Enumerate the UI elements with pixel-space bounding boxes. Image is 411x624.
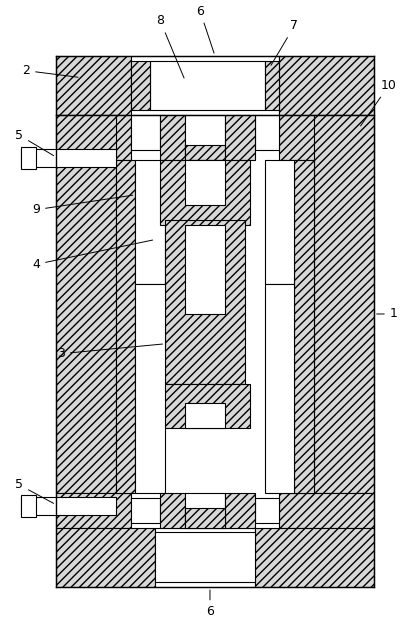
Bar (165, 220, 245, 384)
Bar (225, 115, 255, 160)
Bar (265, 284, 294, 493)
Bar (185, 403, 225, 428)
Bar (56, 115, 131, 160)
Bar (160, 493, 185, 527)
Bar (115, 160, 136, 493)
Bar (185, 145, 225, 160)
Bar (155, 527, 255, 587)
Bar (279, 493, 374, 527)
Bar (56, 493, 131, 527)
Bar (56, 527, 155, 587)
Bar (279, 115, 374, 160)
Text: 6: 6 (196, 4, 214, 53)
Bar (136, 160, 165, 284)
Text: 3: 3 (57, 344, 162, 360)
Bar (155, 532, 255, 582)
Text: 1: 1 (376, 308, 398, 321)
Bar (255, 498, 279, 522)
Bar (294, 160, 314, 493)
Bar (56, 56, 131, 115)
Bar (185, 508, 225, 527)
Text: 8: 8 (156, 14, 184, 78)
Bar (225, 493, 255, 527)
Bar (185, 493, 225, 527)
Bar (255, 527, 374, 587)
Text: 4: 4 (32, 240, 152, 271)
Bar (185, 225, 225, 314)
Bar (56, 115, 115, 493)
Bar (150, 61, 265, 110)
Bar (160, 160, 250, 225)
Text: 10: 10 (360, 79, 397, 126)
Text: 7: 7 (271, 19, 298, 66)
Bar (21, 147, 36, 169)
Bar (314, 115, 374, 493)
Bar (265, 160, 294, 284)
Text: 6: 6 (206, 590, 214, 618)
Bar (255, 115, 279, 150)
Bar (136, 284, 165, 493)
Bar (265, 61, 279, 110)
Bar (185, 160, 225, 205)
Text: 5: 5 (15, 129, 53, 155)
Bar (185, 115, 225, 160)
Bar (21, 149, 115, 167)
Bar (160, 115, 185, 160)
Bar (131, 61, 150, 110)
Text: 2: 2 (22, 64, 78, 77)
Bar (131, 498, 160, 522)
Text: 5: 5 (15, 479, 53, 504)
Bar (131, 56, 279, 115)
Bar (279, 56, 374, 115)
Bar (160, 384, 250, 428)
Text: 9: 9 (32, 195, 133, 216)
Bar (21, 495, 36, 517)
Bar (131, 115, 160, 150)
Bar (21, 497, 115, 515)
